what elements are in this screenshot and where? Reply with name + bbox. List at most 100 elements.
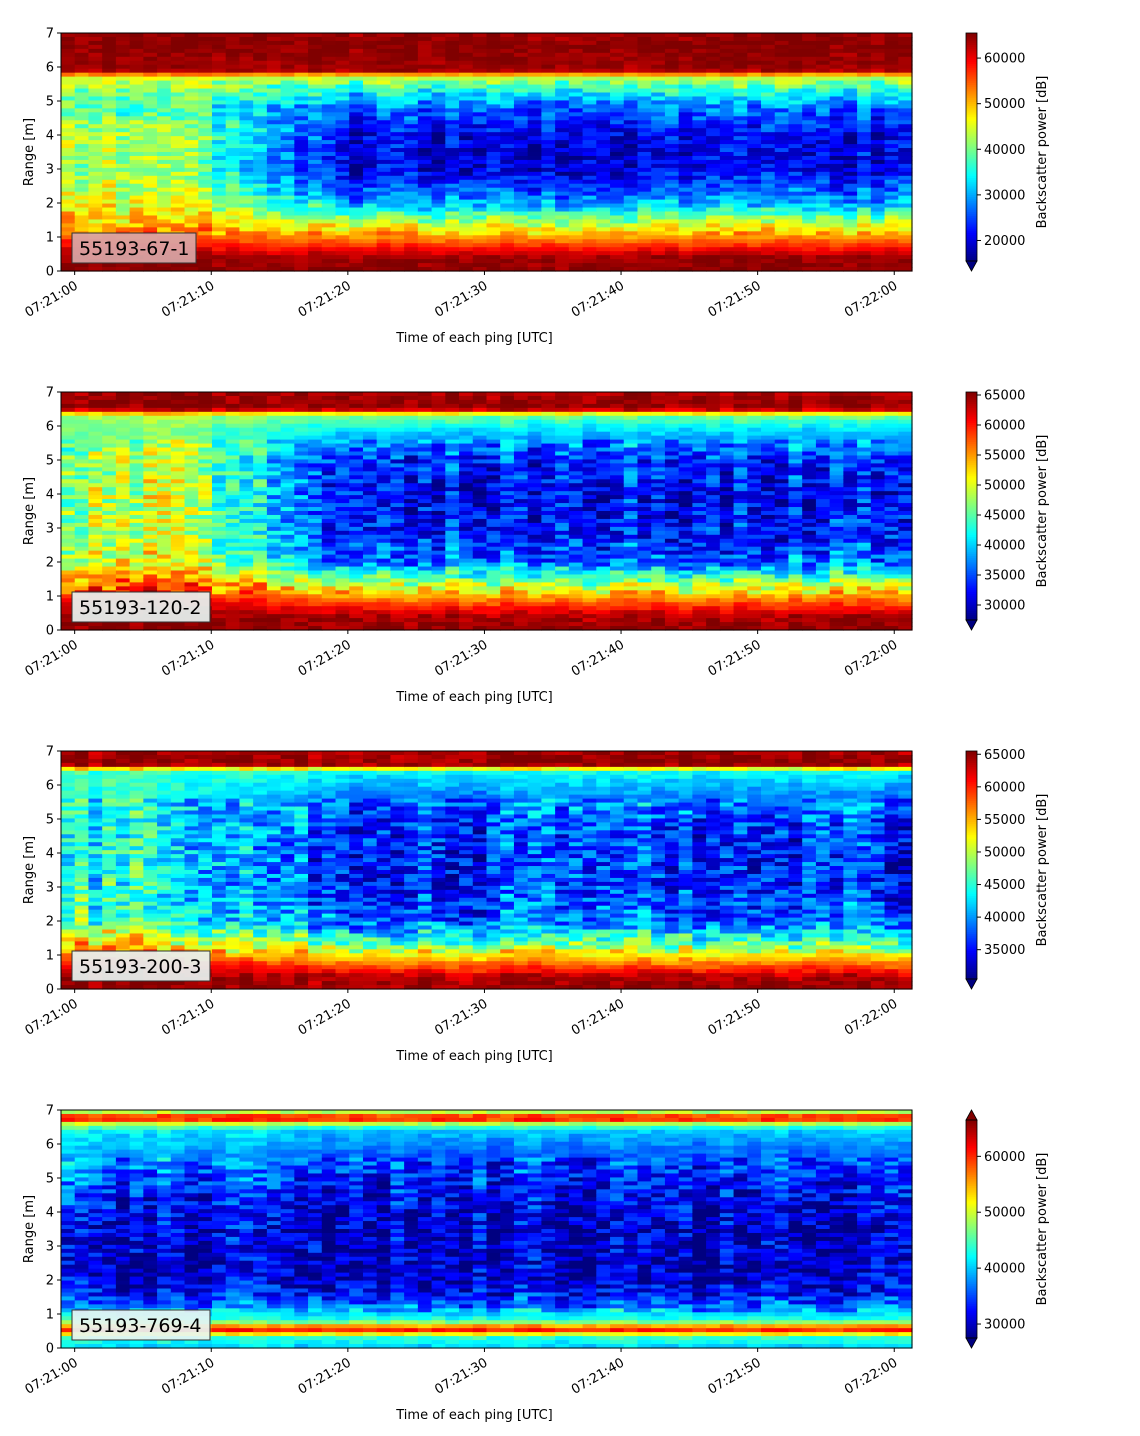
y-tick-label: 0 bbox=[46, 983, 54, 998]
axes-frame bbox=[60, 750, 913, 990]
y-tick-label: 4 bbox=[46, 488, 54, 503]
x-tick-label: 07:22:00 bbox=[842, 278, 900, 320]
x-tick-label: 07:21:20 bbox=[296, 637, 354, 679]
colorbar-extend-min bbox=[965, 978, 978, 990]
y-tick-label: 6 bbox=[46, 1138, 54, 1153]
panel-label-box bbox=[71, 232, 197, 264]
colorbar-tick-label: 30000 bbox=[984, 599, 1025, 614]
y-tick-label: 6 bbox=[46, 779, 54, 794]
x-tick-label: 07:21:50 bbox=[706, 637, 764, 679]
x-tick-label: 07:21:30 bbox=[432, 637, 490, 679]
colorbar-tick-label: 55000 bbox=[984, 813, 1025, 828]
colorbar-label: Backscatter power [dB] bbox=[1035, 435, 1050, 588]
y-axis-label: Range [m] bbox=[22, 118, 37, 186]
axes-frame bbox=[60, 391, 913, 631]
x-tick-label: 07:21:00 bbox=[23, 637, 81, 679]
x-tick-label: 07:21:20 bbox=[296, 996, 354, 1038]
colorbar-tick-label: 50000 bbox=[984, 845, 1025, 860]
x-tick-label: 07:21:40 bbox=[569, 637, 627, 679]
colorbar-tick-label: 40000 bbox=[984, 143, 1025, 158]
x-tick-label: 07:21:20 bbox=[296, 278, 354, 320]
x-tick-label: 07:21:50 bbox=[706, 996, 764, 1038]
colorbar-tick-label: 65000 bbox=[984, 748, 1025, 763]
y-tick-label: 1 bbox=[46, 590, 54, 605]
colorbar-tick-label: 55000 bbox=[984, 449, 1025, 464]
x-tick-label: 07:21:10 bbox=[159, 637, 217, 679]
colorbar-tick-label: 30000 bbox=[984, 188, 1025, 203]
panel-label-box bbox=[71, 1309, 211, 1341]
y-tick-label: 3 bbox=[46, 163, 54, 178]
x-tick-label: 07:21:00 bbox=[23, 1355, 81, 1397]
x-tick-label: 07:21:30 bbox=[432, 996, 490, 1038]
panel-label-box bbox=[71, 950, 211, 982]
axes-frame bbox=[60, 1109, 913, 1349]
colorbar-tick-label: 45000 bbox=[984, 509, 1025, 524]
colorbar-tick-label: 40000 bbox=[984, 1262, 1025, 1277]
colorbar-3: 35000 40000 45000 50000 55000 60000 65000 Backs… bbox=[965, 748, 1050, 990]
y-tick-label: 4 bbox=[46, 847, 54, 862]
y-tick-label: 0 bbox=[46, 624, 54, 639]
y-tick-label: 0 bbox=[46, 265, 54, 280]
colorbar-tick-label: 20000 bbox=[984, 234, 1025, 249]
y-tick-label: 0 bbox=[46, 1342, 54, 1357]
colorbar-extend-min bbox=[965, 260, 978, 272]
y-tick-label: 2 bbox=[46, 197, 54, 212]
x-tick-label: 07:21:30 bbox=[432, 1355, 490, 1397]
y-tick-label: 4 bbox=[46, 1206, 54, 1221]
y-tick-label: 1 bbox=[46, 949, 54, 964]
y-tick-label: 2 bbox=[46, 1274, 54, 1289]
colorbar-4: 30000 40000 50000 60000 Backscatter power [d… bbox=[965, 1109, 1050, 1349]
y-tick-label: 2 bbox=[46, 556, 54, 571]
x-tick-label: 07:21:40 bbox=[569, 1355, 627, 1397]
colorbar-tick-label: 60000 bbox=[984, 780, 1025, 795]
panel-label: 55193-67-1 bbox=[79, 238, 189, 260]
y-tick-label: 7 bbox=[46, 386, 54, 401]
panel-label: 55193-769-4 bbox=[79, 1315, 202, 1337]
colorbar-tick-label: 45000 bbox=[984, 878, 1025, 893]
y-tick-label: 4 bbox=[46, 129, 54, 144]
colorbar-tick-label: 30000 bbox=[984, 1318, 1025, 1333]
x-tick-label: 07:21:00 bbox=[23, 996, 81, 1038]
y-tick-label: 3 bbox=[46, 522, 54, 537]
y-tick-label: 6 bbox=[46, 420, 54, 435]
x-tick-label: 07:21:40 bbox=[569, 996, 627, 1038]
y-tick-label: 7 bbox=[46, 27, 54, 42]
y-tick-label: 5 bbox=[46, 1172, 54, 1187]
x-tick-label: 07:21:10 bbox=[159, 278, 217, 320]
y-tick-label: 5 bbox=[46, 95, 54, 110]
x-tick-label: 07:21:00 bbox=[23, 278, 81, 320]
y-tick-label: 7 bbox=[46, 745, 54, 760]
y-tick-label: 6 bbox=[46, 61, 54, 76]
panel-4: 0 1 2 3 4 5 6 7 07:21:00 07:21:10 07:21:20 07:21:30… bbox=[22, 1104, 1050, 1424]
x-tick-label: 07:21:10 bbox=[159, 1355, 217, 1397]
x-tick-label: 07:22:00 bbox=[842, 1355, 900, 1397]
colorbar-tick-label: 50000 bbox=[984, 479, 1025, 494]
y-axis-label: Range [m] bbox=[22, 1195, 37, 1263]
x-tick-label: 07:21:40 bbox=[569, 278, 627, 320]
x-axis-label: Time of each ping [UTC] bbox=[395, 1408, 553, 1423]
panel-label: 55193-120-2 bbox=[79, 597, 202, 619]
x-tick-label: 07:21:30 bbox=[432, 278, 490, 320]
colorbar-extend-min bbox=[965, 1337, 978, 1349]
colorbar-tick-label: 65000 bbox=[984, 389, 1025, 404]
panel-2: 0 1 2 3 4 5 6 7 07:21:00 07:21:10 07:21:20 07:21:30… bbox=[22, 386, 1050, 706]
x-tick-label: 07:22:00 bbox=[842, 996, 900, 1038]
y-tick-label: 3 bbox=[46, 1240, 54, 1255]
x-tick-label: 07:21:50 bbox=[706, 1355, 764, 1397]
x-tick-label: 07:21:50 bbox=[706, 278, 764, 320]
panel-label-box bbox=[71, 591, 211, 623]
panel-label: 55193-200-3 bbox=[79, 956, 202, 978]
colorbar-extend-max bbox=[965, 1109, 978, 1121]
y-tick-label: 3 bbox=[46, 881, 54, 896]
x-axis-label: Time of each ping [UTC] bbox=[395, 690, 553, 705]
colorbar-tick-label: 60000 bbox=[984, 1150, 1025, 1165]
y-tick-label: 5 bbox=[46, 813, 54, 828]
y-tick-label: 1 bbox=[46, 1308, 54, 1323]
colorbar-label: Backscatter power [dB] bbox=[1035, 1153, 1050, 1306]
panel-1: 0 1 2 3 4 5 6 7 07:21:00 07:21:10 07:21:20 07:21:30… bbox=[22, 27, 1050, 347]
y-tick-label: 7 bbox=[46, 1104, 54, 1119]
axes-frame bbox=[60, 32, 913, 272]
x-tick-label: 07:21:20 bbox=[296, 1355, 354, 1397]
colorbar-tick-label: 40000 bbox=[984, 539, 1025, 554]
